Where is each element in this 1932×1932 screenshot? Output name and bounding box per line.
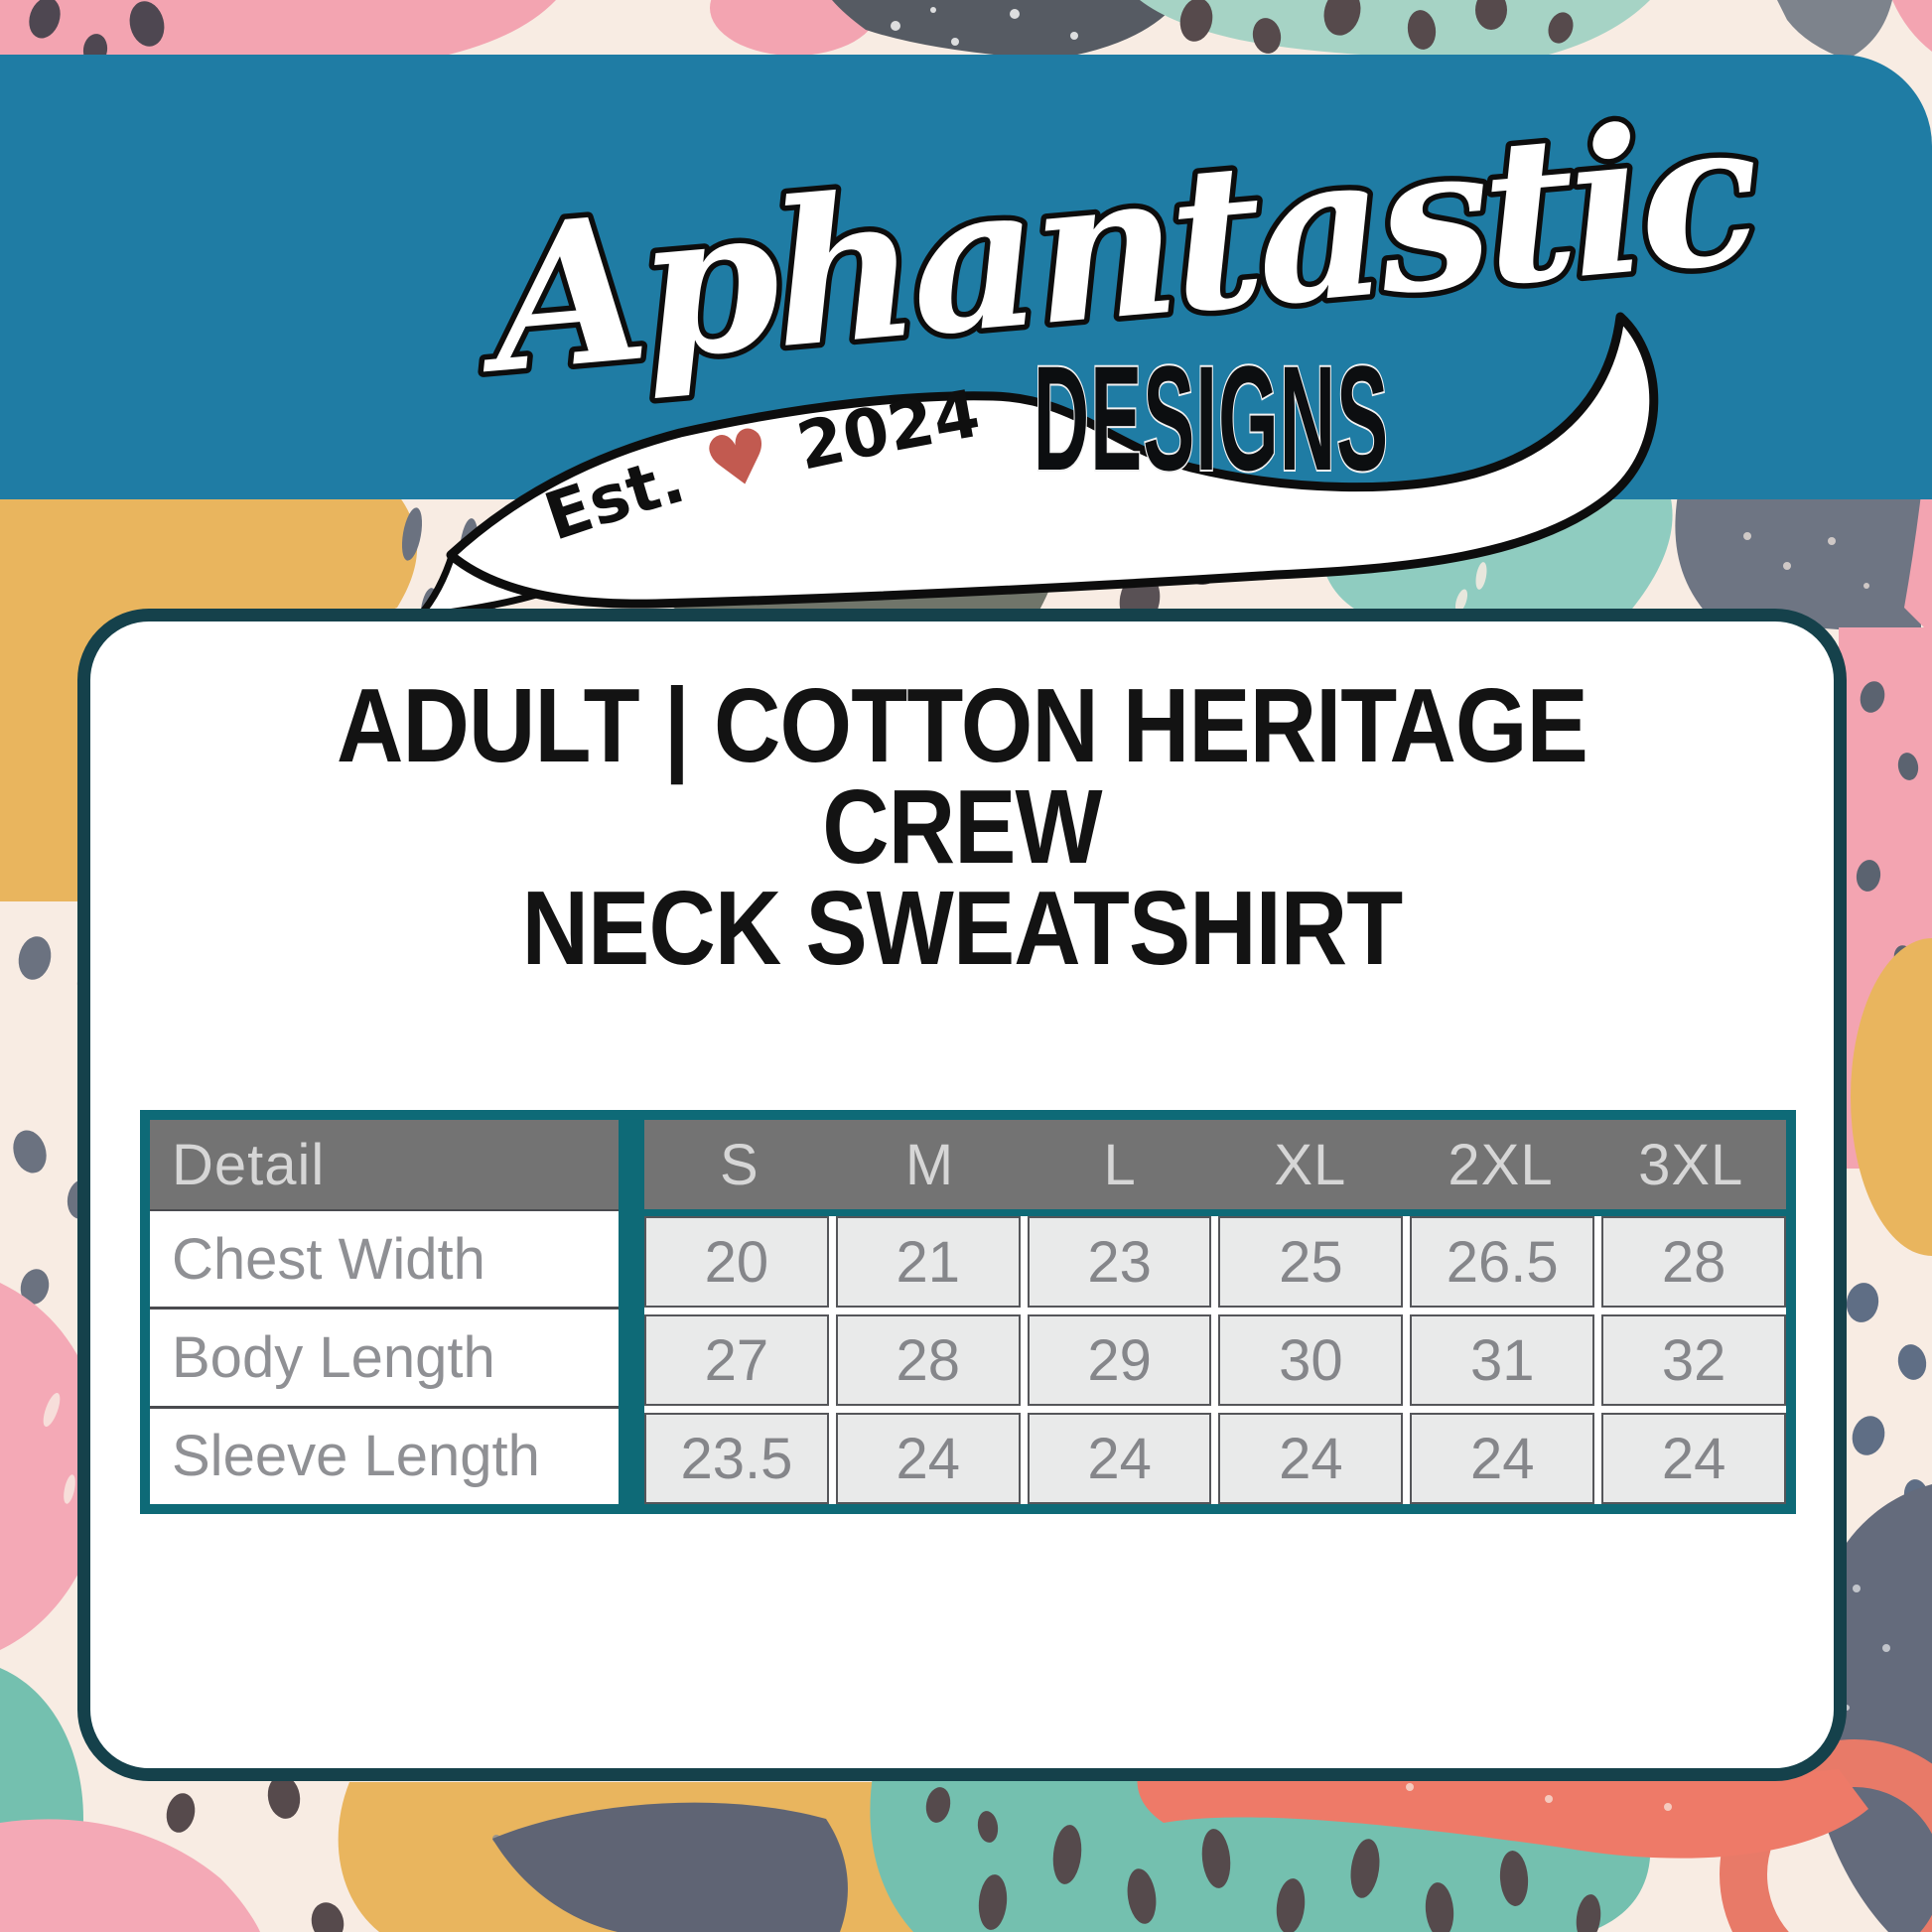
size-header-row: S M L XL 2XL 3XL (644, 1120, 1786, 1209)
size-header-xl: XL (1274, 1132, 1347, 1197)
row-label-chest-width: Chest Width (150, 1209, 619, 1308)
brand-designs-text: DESIGNS (1034, 337, 1389, 502)
value-cell: 24 (835, 1413, 1021, 1504)
size-table-values-section: S M L XL 2XL 3XL 20 21 23 25 26.5 28 27 … (644, 1120, 1786, 1504)
value-cell: 25 (1218, 1216, 1404, 1308)
value-cell: 23.5 (644, 1413, 829, 1504)
size-table-detail-column: Detail Chest Width Body Length Sleeve Le… (150, 1120, 619, 1504)
value-cell: 31 (1410, 1314, 1595, 1406)
product-title: ADULT | COTTON HERITAGE CREW NECK SWEATS… (195, 667, 1728, 987)
value-cell: 24 (1410, 1413, 1595, 1504)
row-label-sleeve-length: Sleeve Length (150, 1405, 619, 1504)
value-cell: 20 (644, 1216, 829, 1308)
size-values-grid: 20 21 23 25 26.5 28 27 28 29 30 31 32 23… (644, 1216, 1786, 1504)
value-cell: 24 (1601, 1413, 1786, 1504)
value-cell: 24 (1218, 1413, 1404, 1504)
value-cell: 29 (1027, 1314, 1212, 1406)
value-cell: 26.5 (1410, 1216, 1595, 1308)
pattern-top-strip (0, 0, 1932, 66)
value-cell: 21 (835, 1216, 1021, 1308)
value-cell: 30 (1218, 1314, 1404, 1406)
size-header-s: S (719, 1132, 759, 1197)
size-header-l: L (1103, 1132, 1137, 1197)
size-table: Detail Chest Width Body Length Sleeve Le… (140, 1110, 1796, 1514)
size-header-3xl: 3XL (1638, 1132, 1744, 1197)
value-cell: 24 (1027, 1413, 1212, 1504)
brand-logo: Est. ♥ 2024 Aphantastic DESIGNS (415, 69, 1772, 621)
size-header-2xl: 2XL (1448, 1132, 1554, 1197)
swoosh-ribbon (446, 312, 1659, 609)
value-cell: 28 (1601, 1216, 1786, 1308)
pattern-bottom-strip (0, 1738, 1868, 1932)
value-cell: 32 (1601, 1314, 1786, 1406)
value-cell: 23 (1027, 1216, 1212, 1308)
size-header-m: M (904, 1132, 955, 1197)
value-cell: 28 (835, 1314, 1021, 1406)
product-title-line-2: NECK SWEATSHIRT (521, 869, 1404, 987)
detail-column-header: Detail (150, 1120, 619, 1209)
brand-banner: Est. ♥ 2024 Aphantastic DESIGNS (0, 55, 1932, 621)
size-chart-card: ADULT | COTTON HERITAGE CREW NECK SWEATS… (77, 609, 1847, 1781)
row-label-body-length: Body Length (150, 1307, 619, 1406)
value-cell: 27 (644, 1314, 829, 1406)
product-title-line-1: ADULT | COTTON HERITAGE CREW (337, 667, 1588, 886)
